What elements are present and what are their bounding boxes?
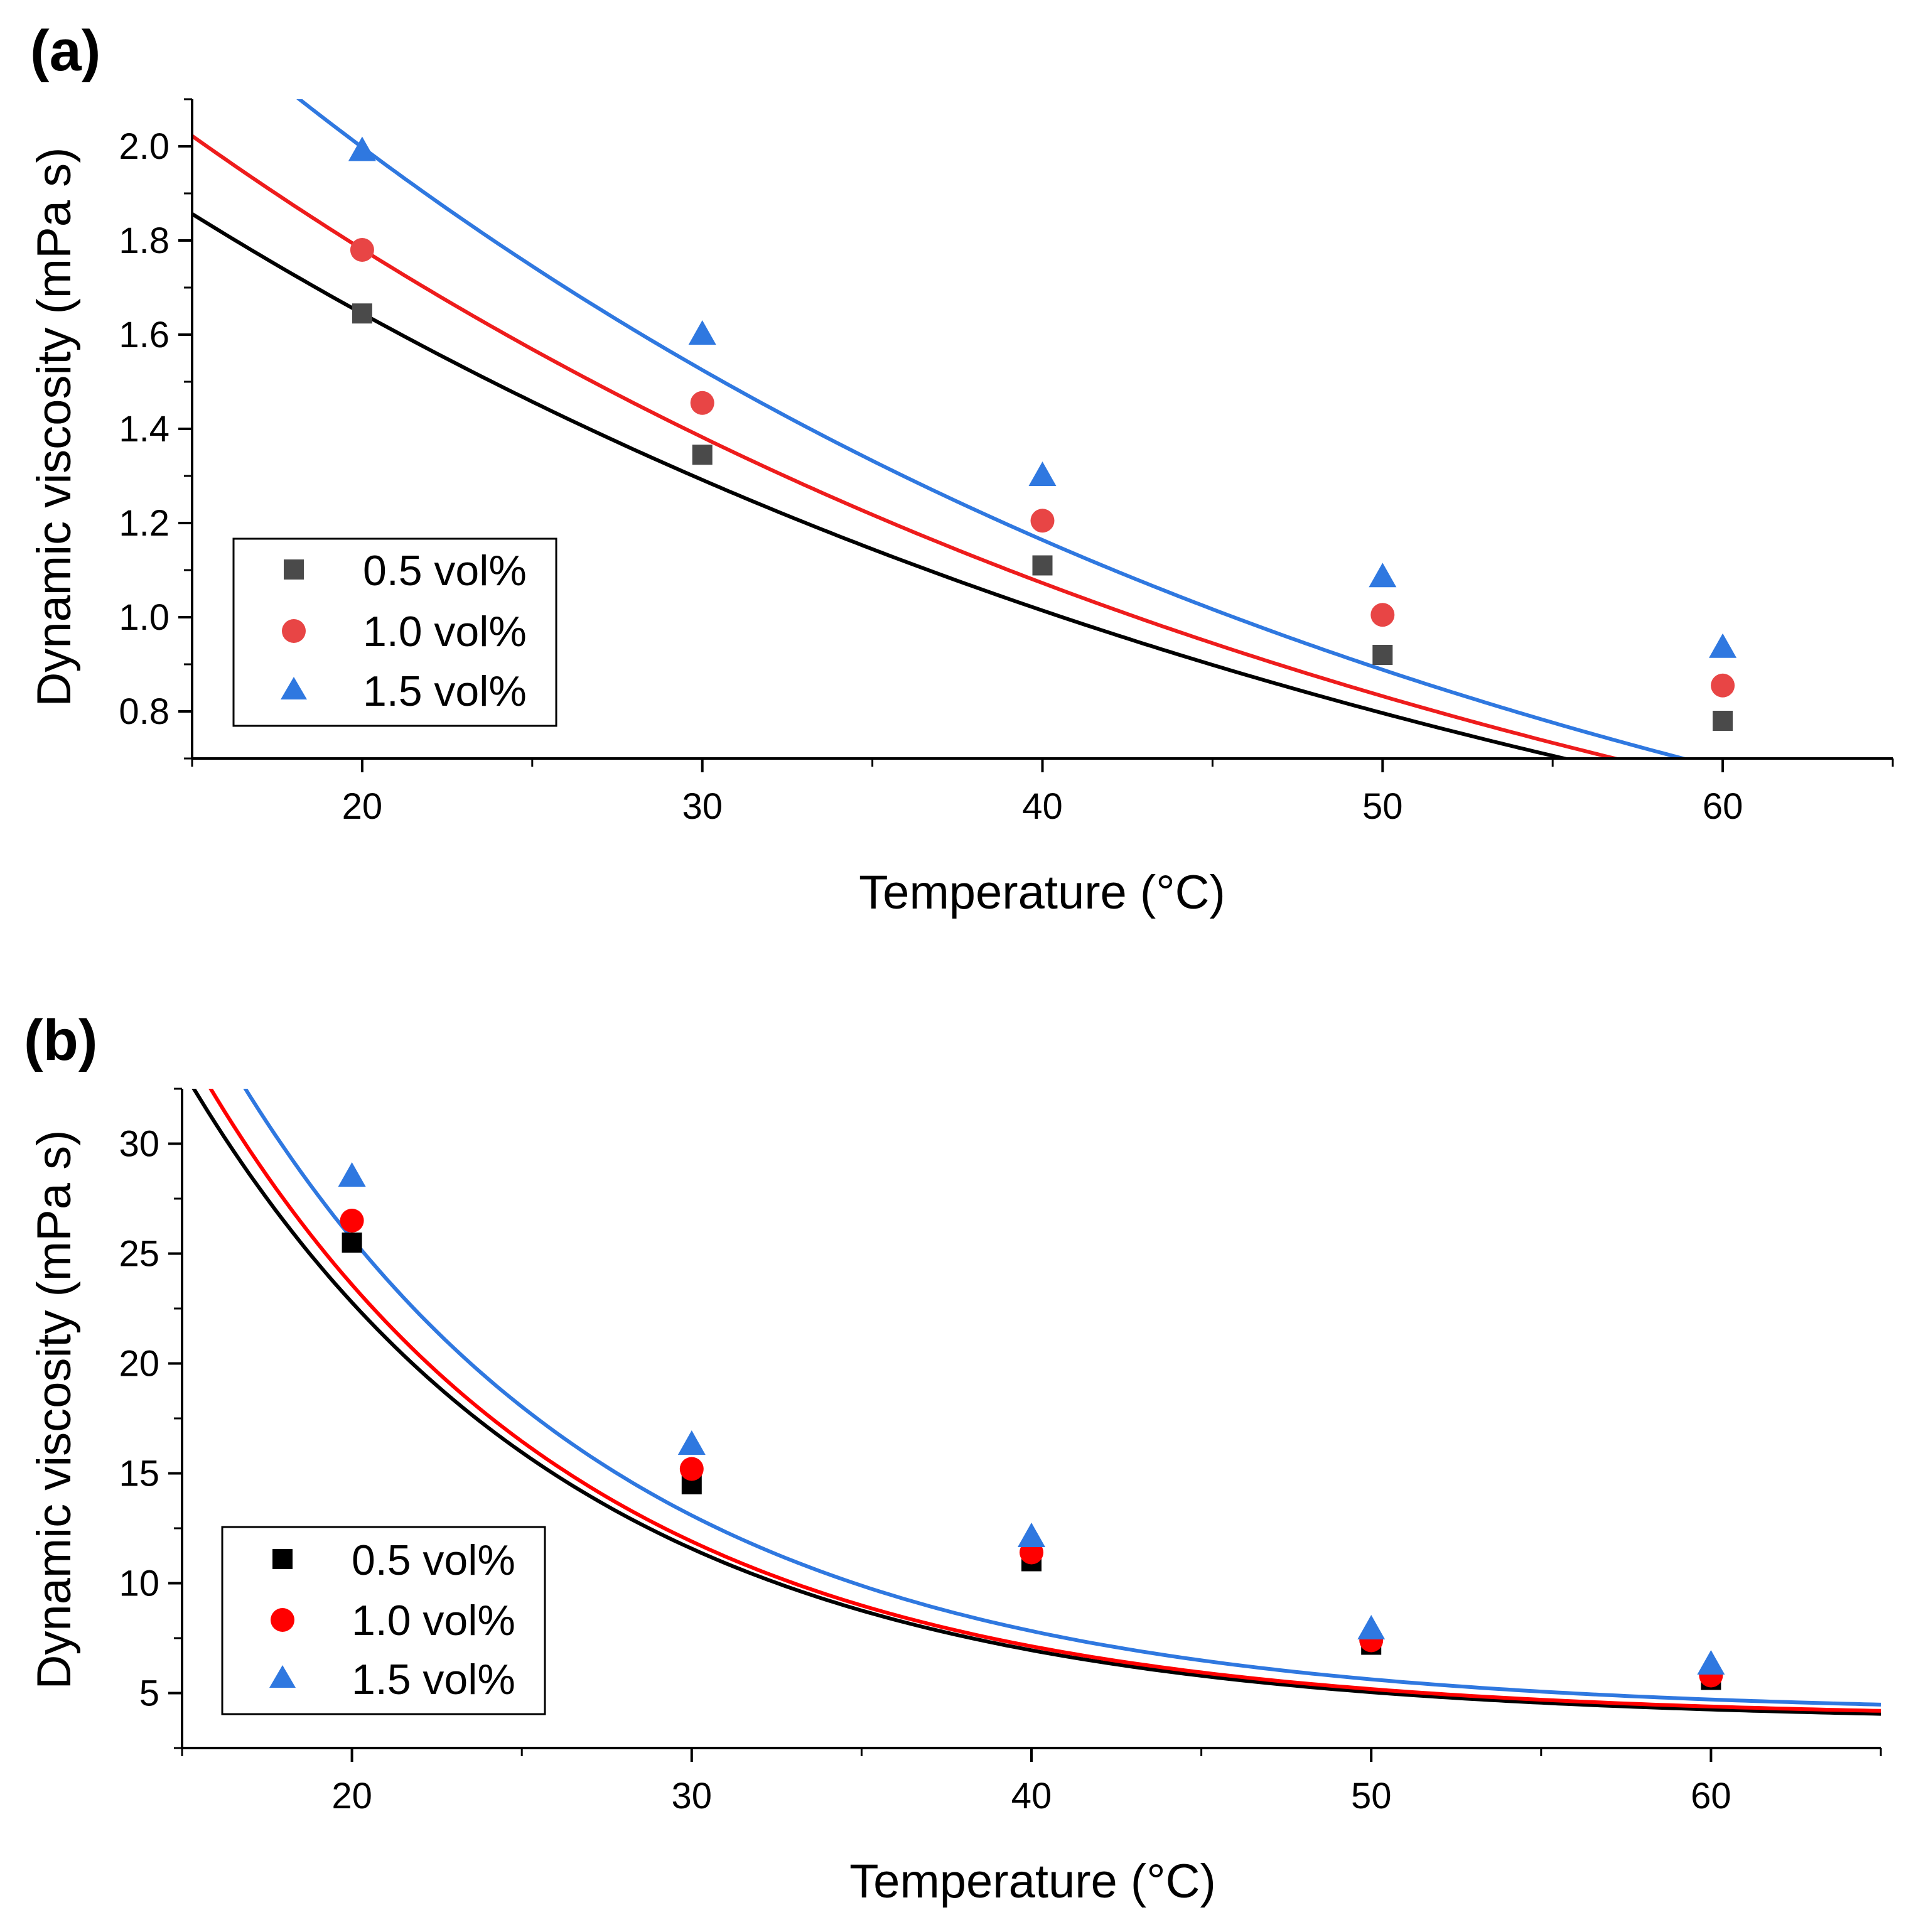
- data-point-3-4: [1357, 1615, 1386, 1639]
- data-point-2-2: [679, 1457, 704, 1481]
- panel-a-axes: 20 30 40 50 60 0.8 1.0 1.2 1.4 1.6 1.8 2.0: [119, 98, 1894, 827]
- fit-curve-1-5-vol-: [243, 1089, 1881, 1707]
- panel-a-label: (a): [30, 19, 100, 83]
- data-point-2-1: [340, 1209, 364, 1233]
- panel-b-legend: 0.5 vol% 1.0 vol% 1.5 vol%: [221, 1526, 546, 1715]
- data-point-1-4: [1372, 645, 1393, 665]
- data-point-1-2: [692, 445, 713, 465]
- y-tick-label: 5: [139, 1673, 159, 1714]
- panel-a-fit-curves: [192, 99, 1691, 758]
- panel-a-legend-label-0: 0.5 vol%: [363, 547, 527, 595]
- data-point-3-2: [677, 1430, 706, 1455]
- panel-a-legend-marker-1: [282, 619, 306, 643]
- fit-curve-0-5-vol-: [191, 1089, 1881, 1716]
- x-tick-label: 60: [1691, 1776, 1731, 1816]
- data-point-3-1: [338, 1162, 366, 1187]
- panel-b-legend-label-1: 1.0 vol%: [352, 1597, 515, 1644]
- data-point-2-4: [1370, 603, 1395, 627]
- y-tick-label: 1.0: [119, 597, 170, 638]
- panel-b-y-axis-title: Dynamic viscosity (mPa s): [28, 1130, 81, 1690]
- data-point-3-1: [348, 136, 376, 161]
- y-tick-label: 1.8: [119, 220, 170, 261]
- panel-a-y-axis-title: Dynamic viscosity (mPa s): [28, 148, 81, 707]
- x-tick-label: 30: [672, 1776, 713, 1816]
- y-tick-label: 20: [119, 1344, 159, 1384]
- y-tick-label: 2.0: [119, 126, 170, 167]
- panel-b-data-points: [338, 1162, 1725, 1690]
- data-point-2-1: [350, 238, 374, 262]
- panel-b-x-axis-title: Temperature (°C): [849, 1855, 1216, 1908]
- y-tick-label: 15: [119, 1454, 159, 1494]
- x-tick-label: 40: [1011, 1776, 1052, 1816]
- panel-a-legend: 0.5 vol% 1.0 vol% 1.5 vol%: [232, 537, 557, 727]
- data-point-2-2: [690, 391, 714, 415]
- panel-a-legend-marker-0: [284, 559, 304, 580]
- y-tick-label: 1.2: [119, 503, 170, 544]
- data-point-1-3: [1032, 555, 1053, 576]
- x-tick-label: 20: [331, 1776, 372, 1816]
- x-tick-label: 60: [1703, 786, 1743, 827]
- panel-a-data-points: [348, 136, 1737, 731]
- fit-curve-1-0-vol-: [192, 134, 1623, 758]
- fit-curve-1-0-vol-: [208, 1089, 1881, 1713]
- data-point-2-5: [1711, 673, 1735, 698]
- panel-a: (a) 20 30 40 50 60 0.8 1.0 1.2 1.4 1.6 1.8 2.0 Temp…: [28, 19, 1894, 919]
- y-tick-label: 0.8: [119, 691, 170, 732]
- fit-curve-1-5-vol-: [296, 99, 1691, 758]
- panel-b-legend-marker-0: [272, 1549, 293, 1569]
- fit-curve-0-5-vol-: [192, 212, 1573, 758]
- panel-a-legend-label-1: 1.0 vol%: [363, 608, 527, 656]
- data-point-3-5: [1709, 633, 1737, 658]
- panel-b-legend-label-0: 0.5 vol%: [352, 1536, 515, 1584]
- data-point-1-1: [342, 1233, 362, 1253]
- y-tick-label: 25: [119, 1234, 159, 1275]
- panel-a-legend-marker-2: [281, 677, 307, 699]
- x-tick-label: 50: [1351, 1776, 1392, 1816]
- panel-b: (b) 20 30 40 50 60 5 10 15 20 25 30 Temperature (°…: [24, 1008, 1882, 1908]
- data-point-3-3: [1028, 461, 1057, 486]
- data-point-3-2: [688, 320, 716, 345]
- data-point-1-5: [1713, 711, 1733, 731]
- panel-b-legend-marker-1: [271, 1608, 294, 1632]
- x-tick-label: 40: [1022, 786, 1063, 827]
- x-tick-label: 20: [342, 786, 383, 827]
- data-point-2-3: [1030, 509, 1055, 533]
- x-tick-label: 30: [682, 786, 723, 827]
- data-point-3-4: [1369, 563, 1397, 588]
- panel-a-x-axis-title: Temperature (°C): [859, 866, 1225, 919]
- x-tick-label: 50: [1362, 786, 1403, 827]
- y-tick-label: 1.6: [119, 315, 170, 355]
- data-point-1-1: [352, 303, 372, 324]
- panel-b-axes: 20 30 40 50 60 5 10 15 20 25 30: [119, 1087, 1882, 1816]
- data-point-3-5: [1697, 1650, 1725, 1675]
- panel-a-legend-label-2: 1.5 vol%: [363, 667, 527, 715]
- panel-b-label: (b): [24, 1008, 97, 1072]
- panel-b-legend-label-2: 1.5 vol%: [352, 1656, 515, 1703]
- panel-b-fit-curves: [191, 1089, 1881, 1716]
- panel-b-legend-marker-2: [269, 1665, 296, 1688]
- y-tick-label: 30: [119, 1124, 159, 1165]
- y-tick-label: 1.4: [119, 409, 170, 450]
- data-point-3-3: [1018, 1523, 1045, 1547]
- y-tick-label: 10: [119, 1563, 159, 1604]
